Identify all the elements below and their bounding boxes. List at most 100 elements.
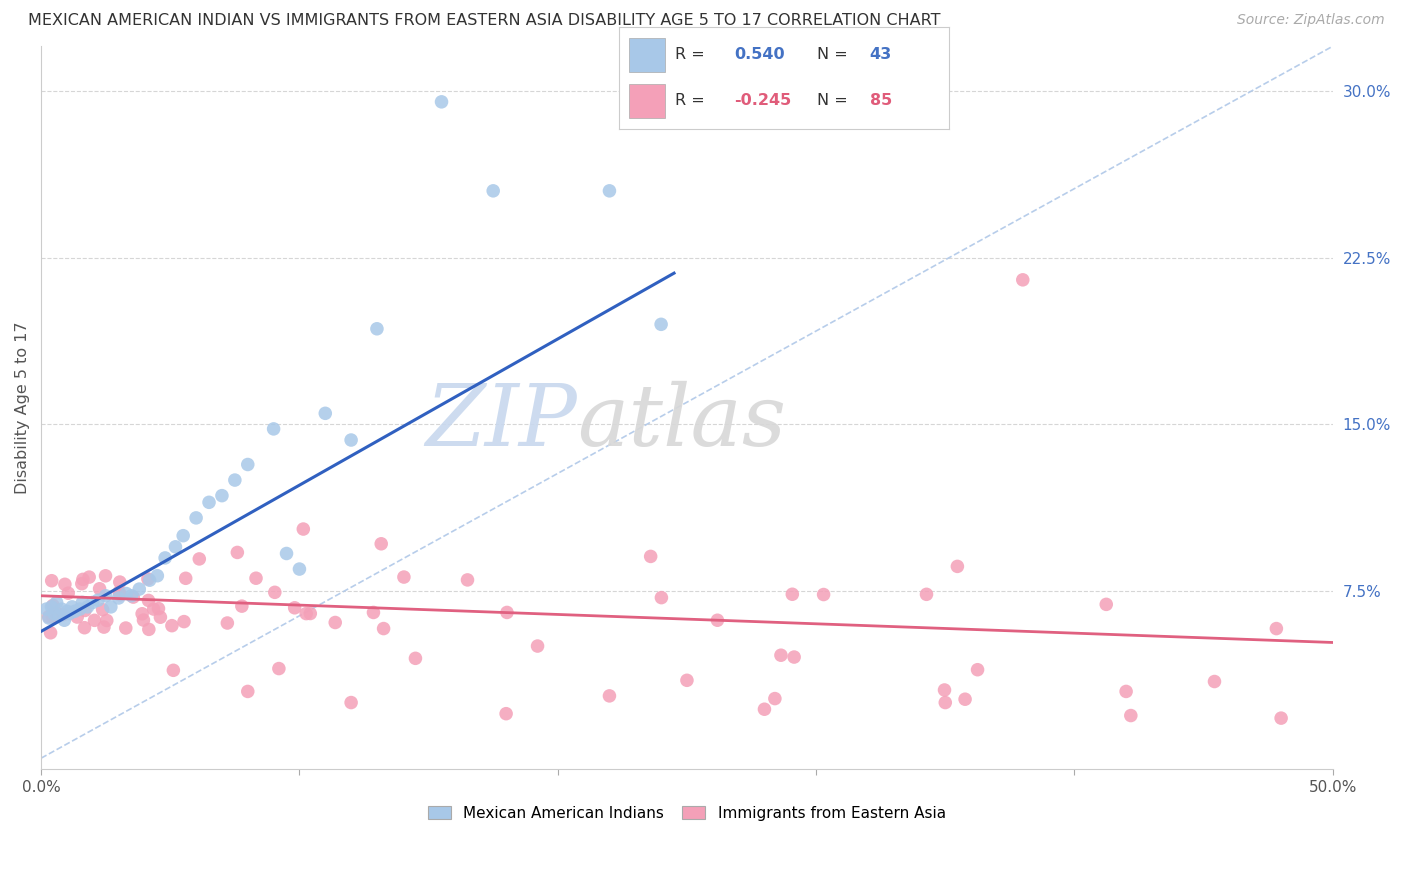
Text: N =: N =	[817, 47, 853, 62]
Point	[51, 602, 73, 616]
Point	[38, 609, 60, 624]
Point	[53, 577, 76, 591]
Point	[93, 620, 115, 634]
Point	[94, 589, 117, 603]
Point	[128, 582, 150, 596]
Point	[676, 673, 699, 688]
Point	[108, 575, 131, 590]
Point	[934, 696, 956, 710]
Point	[60, 599, 83, 614]
Point	[138, 593, 160, 607]
Legend: Mexican American Indians, Immigrants from Eastern Asia: Mexican American Indians, Immigrants fro…	[422, 799, 952, 827]
FancyBboxPatch shape	[628, 84, 665, 118]
Point	[66, 610, 89, 624]
Point	[73, 603, 96, 617]
Point	[404, 651, 426, 665]
Point	[45, 595, 67, 609]
Point	[363, 606, 385, 620]
Text: N =: N =	[817, 93, 853, 108]
Point	[295, 607, 318, 621]
Point	[148, 601, 170, 615]
Point	[121, 589, 143, 603]
Point	[100, 599, 122, 614]
Text: 0.540: 0.540	[734, 47, 785, 62]
Point	[52, 607, 75, 622]
Point	[245, 571, 267, 585]
Point	[39, 625, 62, 640]
Point	[184, 511, 207, 525]
Point	[73, 621, 96, 635]
Point	[224, 473, 246, 487]
Text: -0.245: -0.245	[734, 93, 792, 108]
Point	[136, 572, 159, 586]
Point	[236, 458, 259, 472]
Text: Source: ZipAtlas.com: Source: ZipAtlas.com	[1237, 13, 1385, 28]
Point	[813, 588, 835, 602]
Point	[108, 588, 131, 602]
Point	[650, 591, 672, 605]
Point	[131, 607, 153, 621]
Point	[69, 602, 91, 616]
Point	[77, 570, 100, 584]
Point	[754, 702, 776, 716]
Text: 85: 85	[870, 93, 891, 108]
Point	[769, 648, 792, 663]
Point	[217, 615, 239, 630]
Point	[640, 549, 662, 564]
Point	[211, 489, 233, 503]
Point	[392, 570, 415, 584]
Point	[138, 573, 160, 587]
Point	[1095, 598, 1118, 612]
Point	[263, 585, 285, 599]
Point	[370, 537, 392, 551]
Point	[267, 662, 290, 676]
Point	[495, 706, 517, 721]
Point	[114, 621, 136, 635]
Point	[340, 433, 363, 447]
Point	[96, 614, 118, 628]
Point	[42, 607, 65, 621]
Point	[172, 529, 194, 543]
Point	[276, 547, 298, 561]
Point	[1011, 273, 1033, 287]
Point	[482, 184, 505, 198]
Point	[598, 689, 620, 703]
Point	[496, 606, 519, 620]
Point	[231, 599, 253, 614]
Point	[1119, 708, 1142, 723]
Point	[91, 603, 114, 617]
Point	[292, 522, 315, 536]
Point	[56, 604, 79, 618]
Point	[174, 571, 197, 585]
Point	[373, 622, 395, 636]
Point	[763, 691, 786, 706]
Point	[782, 587, 804, 601]
Point	[107, 591, 129, 605]
FancyBboxPatch shape	[628, 38, 665, 72]
Point	[314, 406, 336, 420]
Point	[138, 623, 160, 637]
Point	[53, 613, 76, 627]
Point	[299, 607, 322, 621]
Point	[132, 613, 155, 627]
Point	[160, 618, 183, 632]
Point	[45, 606, 67, 620]
Point	[63, 604, 86, 618]
Point	[598, 184, 620, 198]
Point	[149, 610, 172, 624]
Point	[58, 586, 80, 600]
Point	[953, 692, 976, 706]
Text: 43: 43	[870, 47, 891, 62]
Point	[340, 696, 363, 710]
Point	[38, 611, 60, 625]
Point	[94, 569, 117, 583]
Point	[1204, 674, 1226, 689]
Point	[650, 318, 672, 332]
Point	[430, 95, 453, 109]
Point	[706, 613, 728, 627]
Point	[41, 574, 63, 588]
Point	[236, 684, 259, 698]
Point	[70, 576, 93, 591]
Point	[41, 599, 63, 614]
Point	[82, 595, 104, 609]
